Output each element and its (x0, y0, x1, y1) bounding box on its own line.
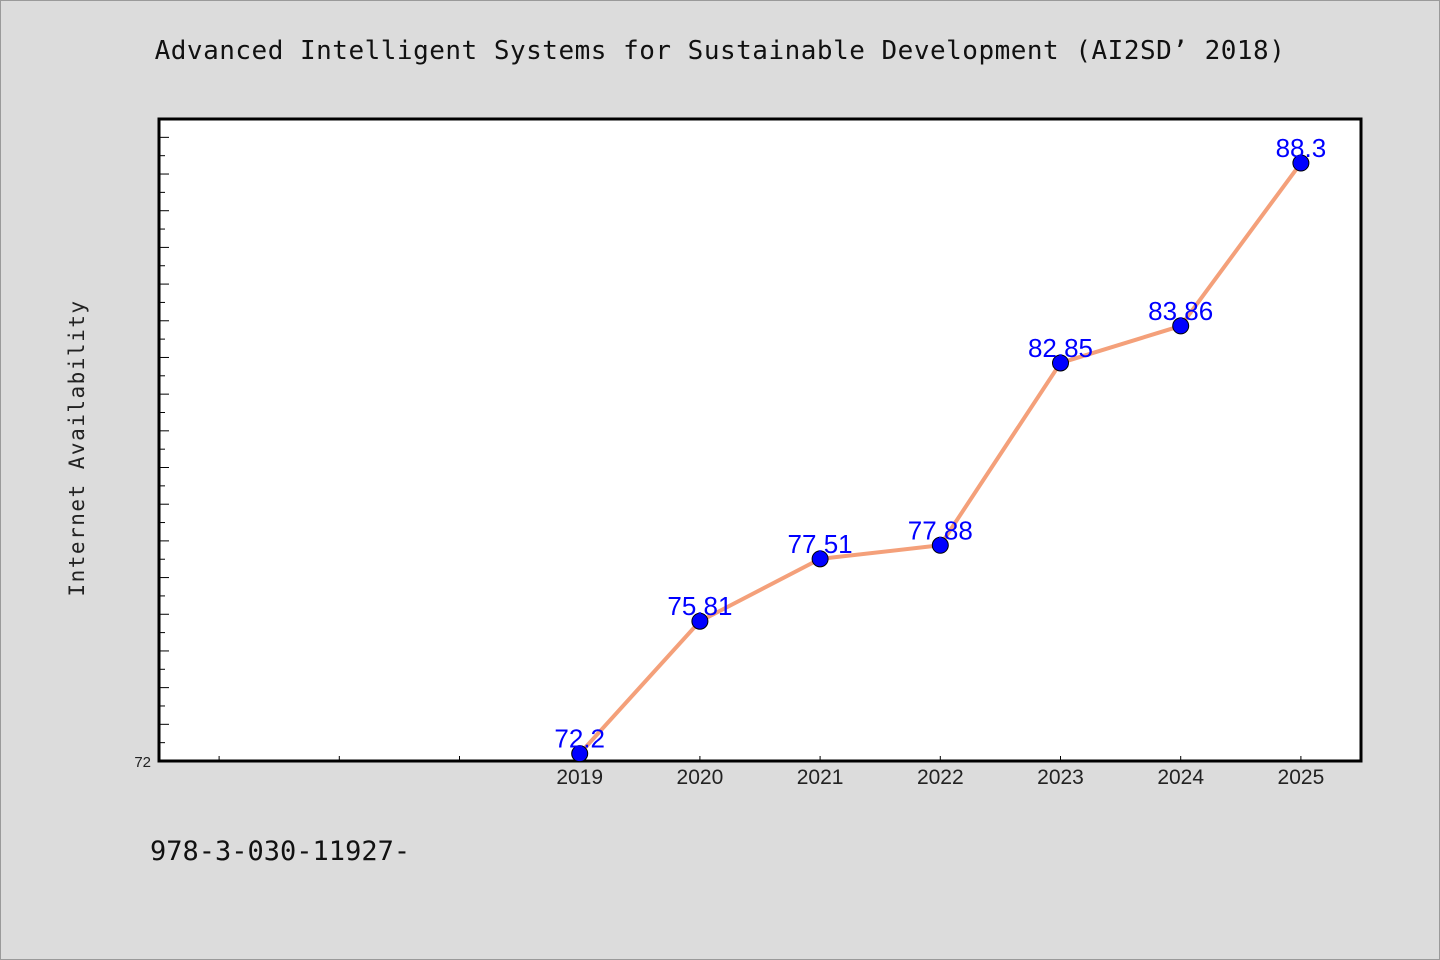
x-tick-label: 2023 (1037, 766, 1084, 789)
data-label: 83.86 (1148, 296, 1213, 326)
x-tick-label: 2019 (556, 766, 603, 789)
plot-area (157, 117, 1363, 763)
data-point (931, 536, 949, 554)
chart-title: Advanced Intelligent Systems for Sustain… (154, 36, 1286, 66)
axis-ticks (159, 118, 1302, 762)
data-label: 77.88 (908, 515, 973, 545)
x-tick-label: 2020 (677, 766, 724, 789)
x-tick-label: 2021 (797, 766, 844, 789)
data-label: 82.85 (1028, 333, 1093, 363)
data-point (1052, 354, 1069, 372)
data-label: 77.51 (788, 529, 853, 559)
data-label: 75.81 (667, 591, 732, 621)
data-point (811, 550, 829, 568)
data-point (1172, 317, 1190, 335)
tick-labels: 72 2019 2020 2021 2022 2023 2024 2025 (134, 754, 1324, 789)
data-label: 72.2 (554, 724, 605, 754)
data-point (691, 612, 709, 630)
data-point (571, 745, 589, 763)
series-markers (571, 154, 1310, 763)
x-tick-label: 2022 (917, 766, 964, 789)
data-label: 88.3 (1276, 133, 1327, 163)
x-tick-label: 2024 (1157, 766, 1204, 789)
footer-isbn-text: 978-3-030-11927- (150, 836, 411, 867)
y-tick-label: 72 (134, 754, 151, 771)
data-labels: 72.2 75.81 77.51 77.88 82.85 83.86 88.3 (554, 133, 1326, 754)
x-tick-label: 2025 (1278, 766, 1325, 789)
data-point (1292, 154, 1310, 172)
